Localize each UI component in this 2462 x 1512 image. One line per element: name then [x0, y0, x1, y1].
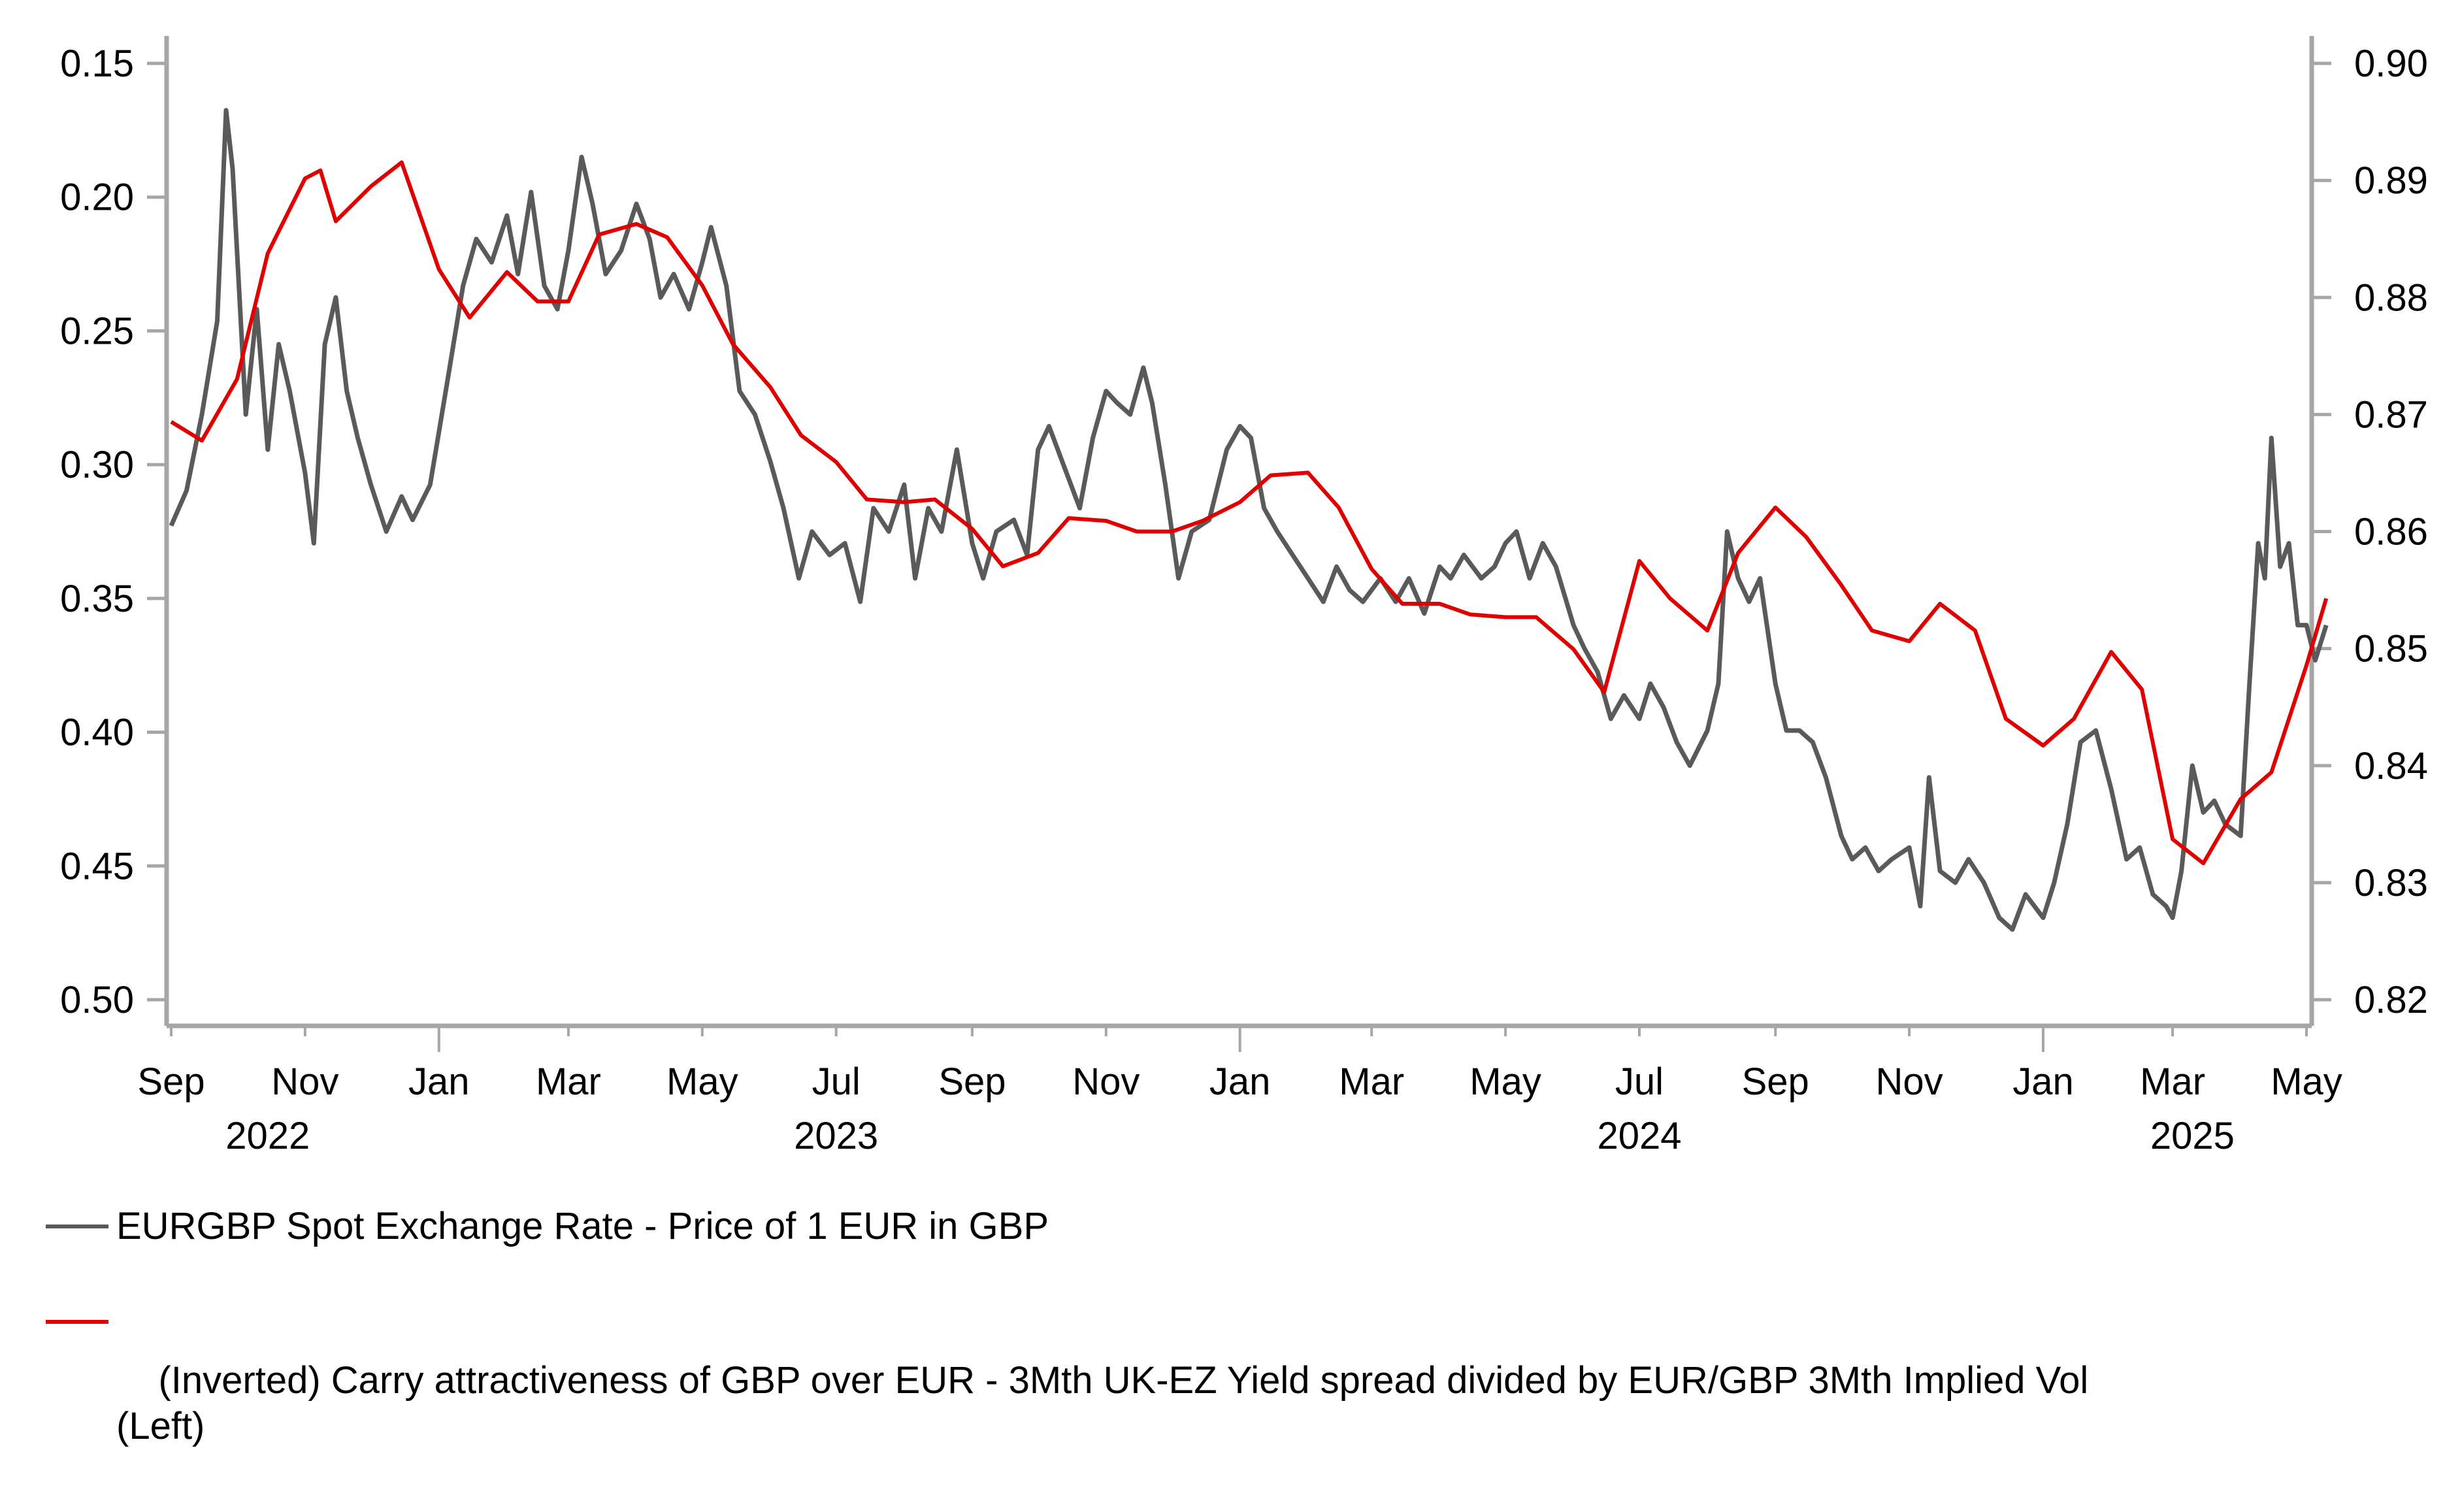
legend-item-eurgbp: EURGBP Spot Exchange Rate - Price of 1 E…: [41, 1204, 2262, 1249]
left-tick-label: 0.40: [60, 712, 134, 754]
carry-attractiveness-series-line: [170, 160, 2329, 866]
left-tick-label: 0.30: [60, 444, 134, 486]
x-month-label: Jan: [1209, 1060, 1271, 1103]
left-tick-label: 0.15: [60, 42, 134, 85]
left-axis-ticks: 0.15 0.20 0.25 0.30 0.35 0.40 0.45 0.50: [60, 42, 167, 1021]
right-tick-label: 0.86: [2354, 511, 2428, 553]
left-tick-label: 0.50: [60, 979, 134, 1021]
dual-axis-line-chart: 0.15 0.20 0.25 0.30 0.35 0.40 0.45 0.50 0.90 0.8…: [60, 36, 2428, 1157]
left-tick-label: 0.25: [60, 310, 134, 352]
legend-label: EURGBP Spot Exchange Rate - Price of 1 E…: [116, 1205, 1049, 1247]
x-month-label: Nov: [1876, 1060, 1943, 1103]
x-month-label: Nov: [1072, 1060, 1140, 1103]
legend-swatch-red-line-icon: [46, 1320, 108, 1324]
series-layer: [169, 108, 2329, 932]
x-month-label: Jul: [1615, 1060, 1664, 1103]
legend: EURGBP Spot Exchange Rate - Price of 1 E…: [41, 1204, 2262, 1512]
left-tick-label: 0.35: [60, 578, 134, 620]
right-tick-label: 0.87: [2354, 393, 2428, 436]
right-tick-label: 0.82: [2354, 979, 2428, 1021]
x-month-label: Jan: [408, 1060, 470, 1103]
legend-swatch-gray-line-icon: [46, 1224, 108, 1228]
x-month-label: Sep: [137, 1060, 205, 1103]
x-year-label: 2025: [2150, 1115, 2235, 1157]
x-month-label: May: [1469, 1060, 1541, 1103]
x-month-label: Sep: [1742, 1060, 1809, 1103]
legend-item-carry: (Inverted) Carry attractiveness of GBP o…: [41, 1266, 2175, 1495]
x-month-label: Nov: [271, 1060, 338, 1103]
x-month-label: May: [666, 1060, 738, 1103]
x-year-label: 2024: [1597, 1115, 1681, 1157]
x-month-label: Mar: [536, 1060, 601, 1103]
x-month-label: Jul: [812, 1060, 861, 1103]
right-tick-label: 0.83: [2354, 862, 2428, 904]
x-month-label: Mar: [2140, 1060, 2205, 1103]
right-tick-label: 0.89: [2354, 159, 2428, 202]
left-tick-label: 0.20: [60, 176, 134, 219]
x-month-label: May: [2271, 1060, 2342, 1103]
right-tick-label: 0.90: [2354, 42, 2428, 85]
right-tick-label: 0.88: [2354, 276, 2428, 319]
right-tick-label: 0.84: [2354, 745, 2428, 787]
x-year-label: 2022: [225, 1115, 310, 1157]
x-month-label: Sep: [938, 1060, 1006, 1103]
x-axis-ticks: Sep Nov Jan Mar May Jul Sep Nov Jan Mar May Jul Sep N…: [137, 1026, 2342, 1157]
x-year-label: 2023: [794, 1115, 878, 1157]
right-tick-label: 0.85: [2354, 628, 2428, 670]
x-month-label: Jan: [2012, 1060, 2074, 1103]
eurgbp-spot-series-line: [169, 108, 2329, 932]
left-tick-label: 0.45: [60, 845, 134, 887]
axes: [164, 36, 2314, 1028]
right-axis-ticks: 0.90 0.89 0.88 0.87 0.86 0.85 0.84 0.83 0.82: [2312, 42, 2428, 1021]
x-month-label: Mar: [1339, 1060, 1404, 1103]
legend-label: (Inverted) Carry attractiveness of GBP o…: [116, 1359, 2120, 1447]
